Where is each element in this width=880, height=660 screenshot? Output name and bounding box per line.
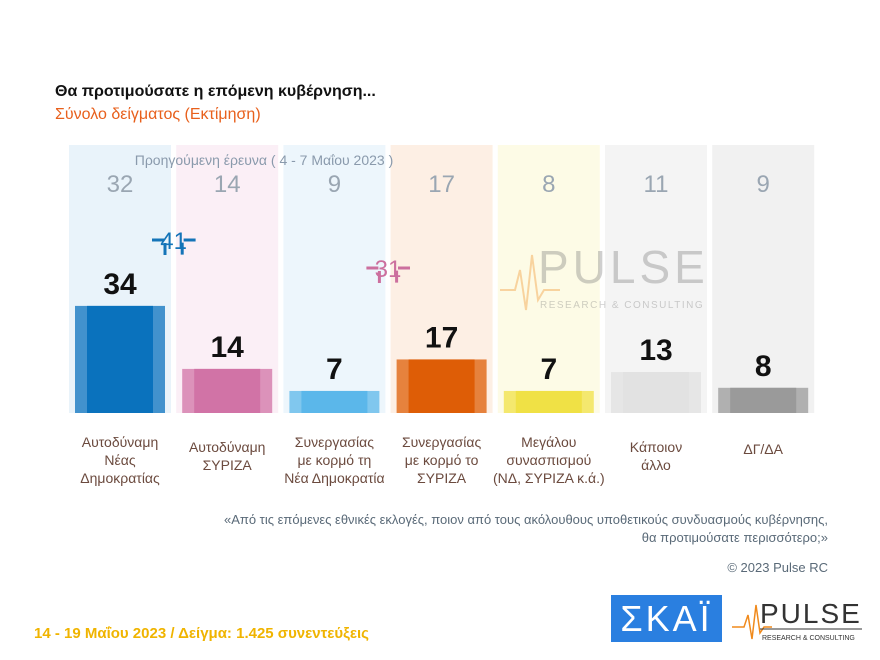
bar-core <box>623 372 689 413</box>
chart-title: Θα προτιμούσατε η επόμενη κυβέρνηση... <box>55 83 376 100</box>
data-label: 14 <box>211 331 245 364</box>
category-label: Αυτοδύναμη <box>189 439 266 455</box>
bar-chart: PULSE RESEARCH & CONSULTING Προηγούμενη έρ… <box>69 145 815 486</box>
pulse-logo-text: PULSE <box>760 598 862 629</box>
data-label: 8 <box>755 350 772 383</box>
category-label: Αυτοδύναμη <box>82 434 159 450</box>
bar-core <box>515 390 582 413</box>
category-label: ΣΥΡΙΖΑ <box>203 457 253 473</box>
pulse-watermark: PULSE RESEARCH & CONSULTING <box>500 241 709 311</box>
category-label: Συνεργασίας <box>402 434 481 450</box>
category-label: Κάποιον <box>630 439 682 455</box>
combined-bracket <box>366 266 410 283</box>
bar-panel <box>605 145 707 413</box>
category-label: Νέα Δημοκρατία <box>284 470 384 486</box>
combined-value-label: 41 <box>160 228 187 255</box>
pulse-logo: PULSE RESEARCH & CONSULTING <box>732 598 862 642</box>
combined-value-label: 31 <box>375 256 402 283</box>
bracket-left <box>366 266 381 283</box>
bar-core <box>730 387 797 413</box>
previous-value-label: 9 <box>757 171 770 198</box>
bracket-right <box>395 266 410 283</box>
previous-value-label: 32 <box>107 171 134 198</box>
chart-subtitle: Σύνολο δείγματος (Εκτίμηση) <box>55 106 261 123</box>
pulse-logo-tagline: RESEARCH & CONSULTING <box>762 635 855 642</box>
data-label: 7 <box>540 353 557 386</box>
previous-survey-label: Προηγούμενη έρευνα ( 4 - 7 Μαΐου 2023 ) <box>135 152 394 168</box>
copyright: © 2023 Pulse RC <box>727 560 828 575</box>
category-label: με κορμό τη <box>297 452 371 468</box>
category-label: Δημοκρατίας <box>80 470 160 486</box>
data-label: 34 <box>103 268 137 301</box>
bracket-left <box>151 238 167 255</box>
category-label: (ΝΔ, ΣΥΡΙΖΑ κ.ά.) <box>493 470 605 486</box>
category-label: Συνεργασίας <box>295 434 374 450</box>
category-label: Μεγάλου <box>521 434 576 450</box>
watermark-tagline: RESEARCH & CONSULTING <box>540 300 704 311</box>
bar-core <box>194 368 261 413</box>
question-line-1: «Από τις επόμενες εθνικές εκλογές, ποιον… <box>223 512 828 527</box>
combined-bracket <box>151 238 196 255</box>
data-label: 13 <box>639 334 672 367</box>
bar-panel <box>712 145 815 413</box>
bar-core <box>301 390 368 413</box>
previous-value-label: 11 <box>644 171 669 198</box>
bar-panel <box>497 145 600 413</box>
previous-value-label: 8 <box>542 171 555 198</box>
bar-panel <box>176 145 279 413</box>
bracket-right <box>180 238 196 255</box>
previous-value-label: 9 <box>328 171 341 198</box>
previous-value-label: 14 <box>214 171 241 198</box>
previous-value-label: 17 <box>428 171 455 198</box>
category-label: άλλο <box>641 457 671 473</box>
data-label: 17 <box>425 321 458 354</box>
category-label: συνασπισμού <box>506 452 591 468</box>
bar-core <box>408 359 475 413</box>
survey-dates-sample: 14 - 19 Μαΐου 2023 / Δείγμα: 1.425 συνεν… <box>34 625 369 642</box>
survey-question: «Από τις επόμενες εθνικές εκλογές, ποιον… <box>128 511 828 547</box>
watermark-pulse-line <box>500 254 560 311</box>
bar-panel <box>283 145 386 413</box>
category-label: ΔΓ/ΔΑ <box>743 441 783 457</box>
skai-logo: ΣΚΑΪ <box>611 595 722 642</box>
category-label: ΣΥΡΙΖΑ <box>417 470 467 486</box>
data-label: 7 <box>326 353 343 386</box>
category-label: Νέας <box>104 452 135 468</box>
question-line-2: θα προτιμούσατε περισσότερο;» <box>641 530 828 545</box>
watermark-brand: PULSE <box>538 241 709 293</box>
bar-core <box>87 305 153 413</box>
category-label: με κορμό το <box>405 452 479 468</box>
